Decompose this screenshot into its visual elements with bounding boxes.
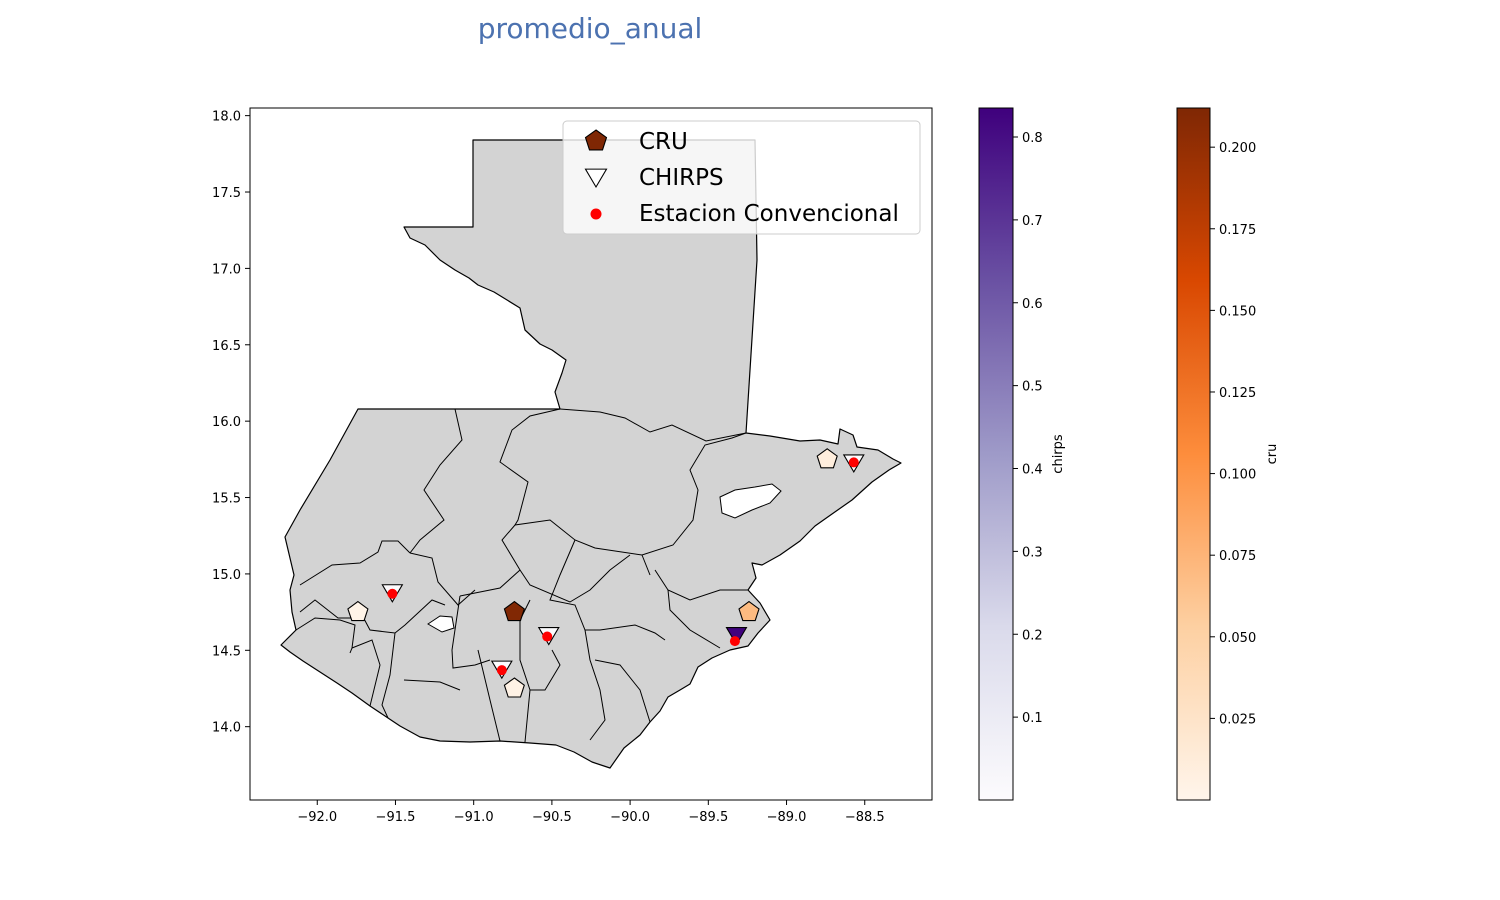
colorbar-tick-label: 0.1 (1022, 711, 1043, 726)
legend-box (562, 120, 921, 235)
colorbar-tick-label: 0.2 (1022, 628, 1043, 643)
legend-cru-icon (584, 129, 608, 151)
y-tick-label: 17.0 (212, 262, 241, 277)
colorbar-tick-label: 0.100 (1219, 468, 1256, 483)
plot-frame (249, 107, 933, 801)
x-axis: −92.0 −91.5 −91.0 −90.5 −90.0 −89.5 −89.0 −88.5 (297, 800, 885, 825)
x-tick-label: −92.0 (297, 810, 337, 825)
y-tick-label: 16.5 (212, 339, 241, 354)
colorbar-tick-label: 0.6 (1022, 297, 1043, 312)
colorbar-tick-label: 0.050 (1219, 631, 1256, 646)
lake-atitlan (427, 615, 455, 633)
x-tick-label: −91.0 (454, 810, 494, 825)
y-tick-label: 14.0 (212, 721, 241, 736)
colorbar-tick-label: 0.4 (1022, 463, 1043, 478)
colorbar-chirps-bar (978, 107, 1014, 801)
x-tick-label: −91.5 (376, 810, 416, 825)
colorbar-tick-label: 0.200 (1219, 141, 1256, 156)
legend-station-icon (590, 208, 602, 220)
x-tick-label: −90.5 (532, 810, 572, 825)
chart-title: promedio_anual (478, 12, 703, 45)
legend-label: Estacion Convencional (639, 201, 899, 227)
colorbar-tick-label: 0.075 (1219, 549, 1256, 564)
colorbar-cru-bar (1176, 107, 1211, 801)
y-tick-label: 14.5 (212, 644, 241, 659)
y-tick-label: 15.0 (212, 568, 241, 583)
colorbar-cru-label: cru (1265, 444, 1280, 465)
y-axis: 14.0 14.5 15.0 15.5 16.0 16.5 17.0 17.5 18.0 (212, 110, 250, 736)
x-tick-label: −90.0 (610, 810, 650, 825)
x-tick-label: −89.0 (767, 810, 807, 825)
x-tick-label: −88.5 (845, 810, 885, 825)
legend: CRU CHIRPS Estacion Convencional (562, 120, 921, 235)
cru-marker (503, 600, 525, 622)
cru-marker (738, 600, 760, 622)
chirps-marker (725, 626, 748, 646)
markers-layer (347, 448, 865, 698)
lake-izabal (719, 483, 782, 519)
x-tick-label: −89.5 (688, 810, 728, 825)
cru-marker (816, 448, 838, 469)
y-tick-label: 16.0 (212, 415, 241, 430)
colorbar-tick-label: 0.025 (1219, 712, 1256, 727)
colorbar-chirps-label: chirps (1051, 434, 1066, 474)
colorbar-cru: 0.025 0.050 0.075 0.100 0.125 0.150 0.175 0.200… (1176, 107, 1280, 801)
colorbar-tick-label: 0.125 (1219, 386, 1256, 401)
y-tick-label: 17.5 (212, 186, 241, 201)
y-tick-label: 18.0 (212, 110, 241, 125)
station-marker (496, 665, 507, 676)
colorbar-chirps: 0.1 0.2 0.3 0.4 0.5 0.6 0.7 0.8 chirps (978, 107, 1066, 801)
colorbar-tick-label: 0.8 (1022, 131, 1043, 146)
colorbar-tick-label: 0.7 (1022, 214, 1043, 229)
colorbar-tick-label: 0.5 (1022, 380, 1043, 395)
cru-marker (347, 600, 369, 622)
colorbar-tick-label: 0.3 (1022, 545, 1043, 560)
cru-marker (503, 677, 525, 698)
legend-label: CHIRPS (639, 165, 724, 191)
station-marker (729, 636, 740, 647)
legend-chirps-icon (584, 168, 608, 189)
y-tick-label: 15.5 (212, 492, 241, 507)
station-marker (542, 631, 553, 642)
colorbar-tick-label: 0.175 (1219, 223, 1256, 238)
colorbar-tick-label: 0.150 (1219, 304, 1256, 319)
station-marker (387, 588, 398, 599)
legend-label: CRU (639, 129, 688, 155)
station-marker (848, 457, 859, 468)
department-borders (295, 408, 748, 743)
